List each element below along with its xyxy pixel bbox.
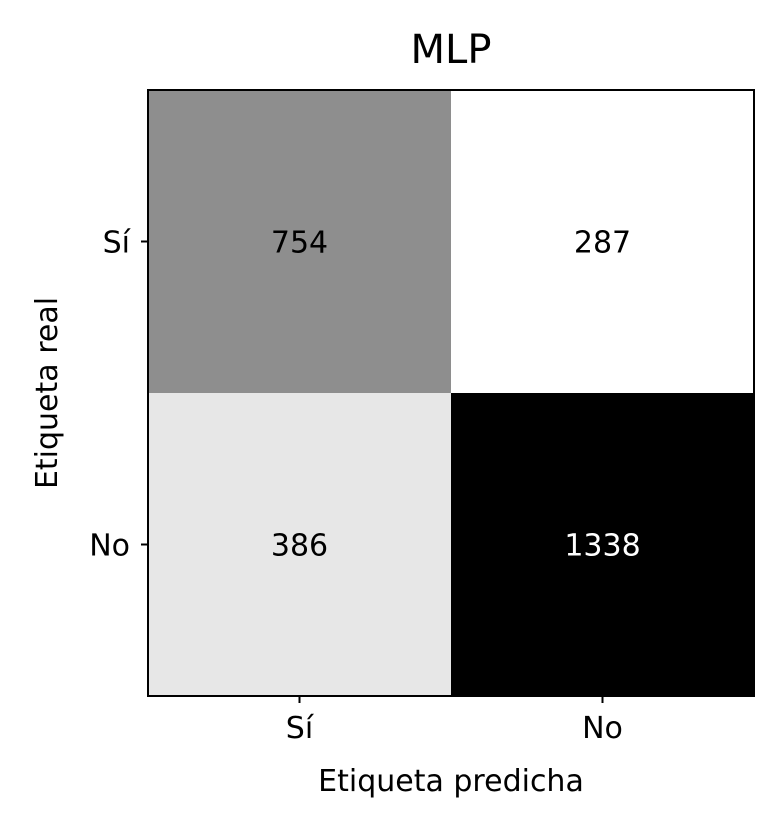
x-tick-label: No bbox=[582, 711, 623, 746]
y-axis-label: Etiqueta real bbox=[30, 297, 65, 489]
cell-value-label: 386 bbox=[271, 529, 328, 564]
tick-marks bbox=[141, 240, 604, 703]
y-tick-labels: Sí No bbox=[89, 226, 131, 564]
plot-frame bbox=[147, 89, 755, 697]
heatmap-cells bbox=[148, 90, 754, 696]
heatmap-cell bbox=[451, 393, 754, 696]
y-tick-label: Sí bbox=[103, 226, 132, 261]
chart-title: MLP bbox=[411, 27, 492, 73]
y-tick-label: No bbox=[89, 529, 130, 564]
heatmap-cell bbox=[451, 90, 754, 393]
heatmap-cell bbox=[148, 393, 451, 696]
cell-value-label: 754 bbox=[271, 226, 328, 261]
heatmap-cell-labels: 754 287 386 1338 bbox=[271, 226, 641, 564]
x-axis-label: Etiqueta predicha bbox=[318, 764, 584, 799]
x-tick-label: Sí bbox=[286, 711, 315, 746]
cell-value-label: 287 bbox=[574, 226, 631, 261]
x-tick-labels: Sí No bbox=[286, 711, 623, 746]
heatmap-cell bbox=[148, 90, 451, 393]
cell-value-label: 1338 bbox=[564, 529, 640, 564]
